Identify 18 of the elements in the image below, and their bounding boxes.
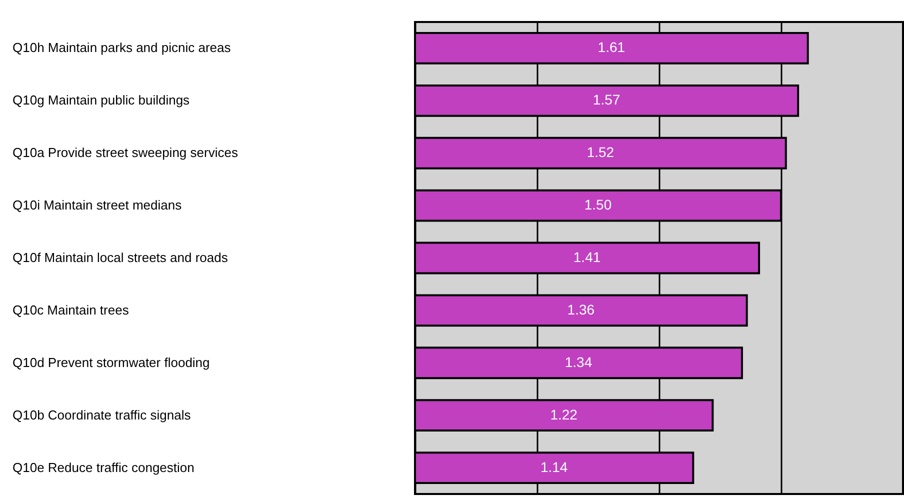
data-label: 1.36 xyxy=(567,301,595,318)
y-tick-label: Q10d Prevent stormwater flooding xyxy=(12,354,210,370)
data-label: 1.52 xyxy=(586,144,614,160)
y-tick-label: Q10i Maintain street medians xyxy=(12,198,182,213)
data-label: 1.61 xyxy=(598,39,626,56)
y-tick-label: Q10b Coordinate traffic signals xyxy=(12,407,192,422)
y-tick-label: Q10g Maintain public buildings xyxy=(12,92,190,108)
data-label: 1.14 xyxy=(540,458,568,475)
y-tick-label: Q10e Reduce traffic congestion xyxy=(12,460,194,475)
data-label: 1.41 xyxy=(573,249,601,265)
y-tick-label: Q10a Provide street sweeping services xyxy=(12,145,238,160)
data-label: 1.57 xyxy=(592,92,620,108)
data-label: 1.34 xyxy=(564,354,592,370)
y-tick-label: Q10f Maintain local streets and roads xyxy=(12,250,228,265)
data-label: 1.22 xyxy=(550,406,578,422)
y-tick-label: Q10h Maintain parks and picnic areas xyxy=(12,40,232,56)
data-label: 1.50 xyxy=(584,196,612,213)
y-tick-label: Q10c Maintain trees xyxy=(12,302,130,318)
